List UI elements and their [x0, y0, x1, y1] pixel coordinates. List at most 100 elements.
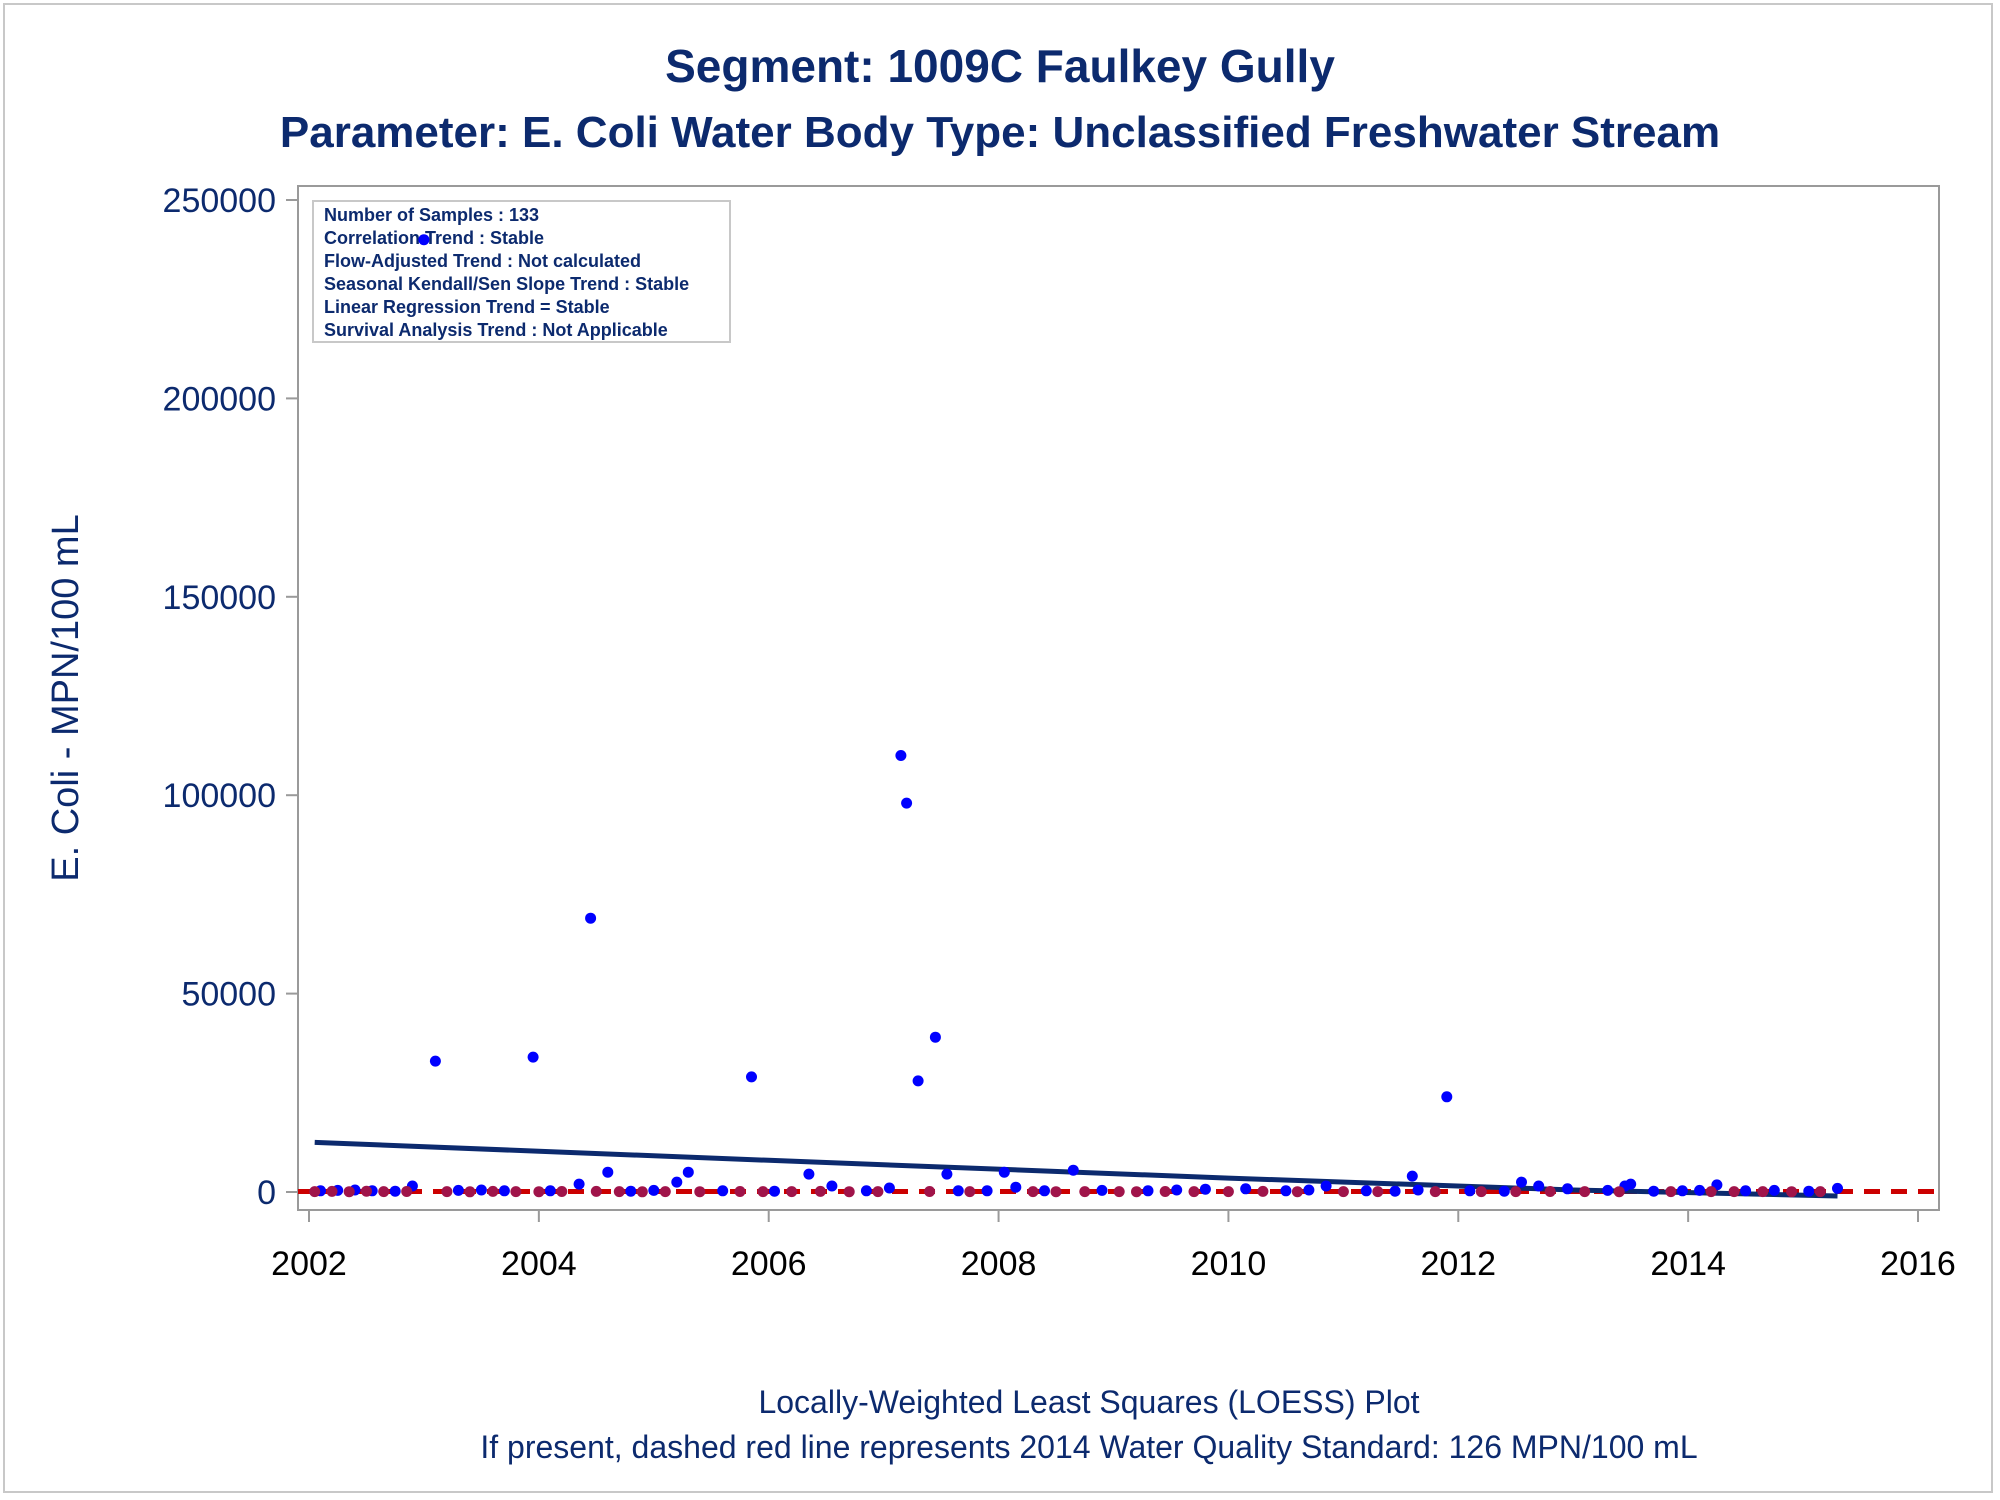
- sample-point: [418, 234, 430, 246]
- sample-point: [1010, 1181, 1022, 1193]
- low-sample-point: [1757, 1186, 1769, 1198]
- info-flow-adjusted: Flow-Adjusted Trend : Not calculated: [324, 251, 641, 271]
- low-sample-point: [734, 1186, 746, 1197]
- x-tick-label: 2016: [1880, 1245, 1956, 1283]
- x-axis: 2002 2004 2006 2008 2010 2012 2014 2016: [271, 1209, 1956, 1283]
- sample-point: [826, 1180, 838, 1192]
- low-sample-point: [441, 1186, 453, 1198]
- sample-point: [746, 1071, 757, 1083]
- low-sample-point: [1705, 1186, 1717, 1198]
- sample-point: [1389, 1185, 1401, 1197]
- sample-point: [981, 1185, 993, 1197]
- low-sample-point: [1113, 1186, 1125, 1198]
- sample-point: [1516, 1176, 1527, 1188]
- sample-point: [895, 750, 907, 761]
- x-tick-label: 2010: [1191, 1245, 1267, 1283]
- low-sample-point: [757, 1186, 769, 1198]
- sample-point: [1412, 1184, 1424, 1196]
- sample-point: [475, 1184, 487, 1196]
- low-sample-point: [1579, 1186, 1591, 1198]
- low-sample-point: [464, 1186, 476, 1198]
- info-samples: Number of Samples : 133: [324, 205, 539, 225]
- info-box-border: [312, 200, 731, 343]
- x-tick-label: 2008: [961, 1245, 1037, 1283]
- sample-point: [952, 1185, 964, 1197]
- low-sample-point: [1786, 1186, 1798, 1198]
- low-sample-point: [1814, 1186, 1826, 1198]
- low-sample-point: [1372, 1186, 1384, 1198]
- sample-point: [1406, 1170, 1418, 1182]
- sample-point: [452, 1184, 464, 1196]
- low-sample-point: [1337, 1186, 1349, 1198]
- y-tick-label: 100000: [163, 777, 276, 815]
- low-sample-point: [378, 1186, 390, 1198]
- low-sample-point: [636, 1186, 648, 1198]
- low-sample-point: [872, 1186, 884, 1198]
- chart-frame: [3, 3, 1993, 1493]
- sample-point: [1498, 1185, 1510, 1197]
- sample-point: [544, 1185, 556, 1197]
- low-sample-point: [964, 1186, 976, 1198]
- sample-point: [1067, 1164, 1079, 1176]
- sample-point: [998, 1166, 1010, 1178]
- y-tick-label: 150000: [163, 579, 276, 617]
- low-sample-point: [343, 1186, 355, 1198]
- sample-point: [573, 1178, 585, 1190]
- low-sample-point: [510, 1186, 522, 1198]
- low-sample-point: [1665, 1186, 1677, 1198]
- low-sample-point: [533, 1186, 545, 1198]
- info-box: Number of Samples : 133 Correlation Tren…: [312, 200, 731, 343]
- sample-point: [1039, 1185, 1050, 1197]
- y-tick-label: 250000: [163, 182, 276, 220]
- sample-point: [1533, 1180, 1545, 1192]
- sample-point: [1303, 1184, 1315, 1196]
- low-sample-point: [843, 1186, 855, 1198]
- y-tick-label: 50000: [181, 976, 276, 1014]
- low-sample-point: [326, 1185, 338, 1197]
- sample-point: [1768, 1184, 1780, 1196]
- sample-point: [682, 1166, 694, 1178]
- sample-point: [1602, 1184, 1614, 1196]
- sample-point: [671, 1176, 683, 1188]
- low-sample-point: [924, 1186, 936, 1197]
- sample-point: [1096, 1184, 1108, 1196]
- y-tick-label: 200000: [163, 380, 276, 418]
- low-sample-point: [786, 1186, 798, 1198]
- chart-subtitle: Parameter: E. Coli Water Body Type: Uncl…: [280, 108, 1720, 157]
- sample-point: [1562, 1183, 1573, 1195]
- footnote-loess: Locally-Weighted Least Squares (LOESS) P…: [758, 1384, 1419, 1420]
- sample-point: [1320, 1180, 1332, 1192]
- low-sample-point: [1188, 1186, 1200, 1198]
- chart-title: Segment: 1009C Faulkey Gully: [665, 40, 1335, 92]
- sample-point: [717, 1185, 729, 1197]
- x-tick-label: 2006: [731, 1245, 807, 1283]
- sample-point: [860, 1185, 872, 1197]
- low-sample-point: [1510, 1186, 1522, 1198]
- loess-line: [314, 1139, 1838, 1199]
- sample-point: [1676, 1185, 1688, 1197]
- low-sample-point: [401, 1186, 413, 1197]
- sample-point: [1694, 1184, 1706, 1196]
- sample-point: [929, 1031, 941, 1043]
- low-sample-point: [1027, 1186, 1039, 1198]
- sample-point: [1648, 1185, 1660, 1197]
- sample-point: [498, 1185, 510, 1197]
- sample-point: [803, 1168, 815, 1180]
- footnote-standard: If present, dashed red line represents 2…: [480, 1429, 1697, 1465]
- info-correlation: Correlation Trend : Stable: [324, 228, 544, 248]
- low-sample-point: [590, 1185, 602, 1197]
- low-sample-point: [613, 1186, 625, 1198]
- sample-point: [769, 1185, 780, 1197]
- sample-point: [1142, 1185, 1154, 1197]
- sample-point: [625, 1185, 637, 1197]
- low-sample-point: [1544, 1186, 1556, 1197]
- low-sample-point: [694, 1186, 706, 1198]
- low-sample-point: [1222, 1186, 1234, 1198]
- x-tick-label: 2012: [1420, 1245, 1496, 1283]
- y-tick-label: 0: [257, 1174, 276, 1212]
- low-sample-point: [1291, 1186, 1303, 1198]
- sample-point: [901, 797, 913, 809]
- sample-point: [1171, 1184, 1183, 1196]
- low-sample-point: [1475, 1186, 1487, 1198]
- sample-point: [527, 1051, 539, 1063]
